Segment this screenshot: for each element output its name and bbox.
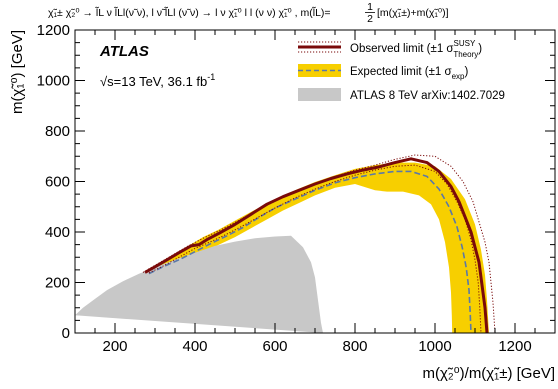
- x-tick-label: 400: [182, 338, 207, 355]
- x-tick-label: 600: [262, 338, 287, 355]
- y-tick-label: 400: [45, 224, 70, 241]
- x-tick-label: 800: [342, 338, 367, 355]
- y-tick-label: 0: [62, 325, 70, 342]
- chart-title: χ̃₁± χ̃₂⁰ → l̃L ν l̃Ll(ν̃ ν), l ν̃ l̃Ll …: [48, 1, 449, 25]
- legend-item-expected: Expected limit (±1 σexp): [298, 64, 469, 81]
- expected-limit-line: [148, 170, 472, 334]
- legend-item-previous: ATLAS 8 TeV arXiv:1402.7029: [298, 88, 505, 102]
- y-tick-label: 600: [45, 174, 70, 191]
- x-tick-label: 200: [102, 338, 127, 355]
- y-tick-label: 800: [45, 123, 70, 140]
- legend-item-observed: Observed limit (±1 σSUSY Theory): [298, 39, 482, 59]
- fraction-numerator: 1: [367, 1, 373, 13]
- x-tick-label: 1200: [498, 338, 531, 355]
- x-tick-label: 1000: [418, 338, 451, 355]
- y-tick-label: 1200: [37, 22, 70, 39]
- legend-expected-label: Expected limit (±1 σexp): [350, 66, 469, 81]
- observed-limit-line: [144, 157, 489, 334]
- energy-lumi-superscript: -1: [207, 72, 215, 82]
- legend-previous-swatch: [298, 88, 341, 101]
- observed-limit-down-line: [148, 164, 482, 334]
- fraction-denominator: 2: [367, 13, 373, 25]
- previous-result-layer: [75, 235, 323, 333]
- legend-previous-label: ATLAS 8 TeV arXiv:1402.7029: [350, 90, 505, 102]
- x-axis-label: m(χ̃₂⁰)/m(χ̃₁±) [GeV]: [422, 365, 555, 382]
- process-label: χ̃₁± χ̃₂⁰ → l̃L ν l̃Ll(ν̃ ν), l ν̃ l̃Ll …: [48, 6, 331, 19]
- y-tick-label: 1000: [37, 73, 70, 90]
- y-tick-label: 200: [45, 275, 70, 292]
- y-axis-label: m(χ̃₁⁰) [GeV]: [9, 30, 26, 114]
- legend-observed-label: Observed limit (±1 σSUSY Theory): [350, 39, 482, 59]
- experiment-label: ATLAS: [99, 43, 149, 60]
- expected-band-layer: [145, 162, 489, 333]
- mass-sum-label: [m(χ̃₁±)+m(χ̃₁⁰)]: [377, 7, 449, 19]
- axis-ticks-layer: 200 400 600 800 1000 1200 0 200 400 600 800 1000 120…: [37, 22, 556, 355]
- legend-expected-band-swatch: [298, 64, 341, 77]
- limit-lines-layer: [142, 154, 496, 334]
- legend: Observed limit (±1 σSUSY Theory) Expected…: [298, 39, 505, 102]
- previous-result-area: [75, 235, 323, 333]
- expected-band: [145, 162, 489, 333]
- energy-lumi-label: √s=13 TeV, 36.1 fb-1: [100, 72, 215, 89]
- energy-lumi-text: √s=13 TeV, 36.1 fb: [100, 74, 207, 89]
